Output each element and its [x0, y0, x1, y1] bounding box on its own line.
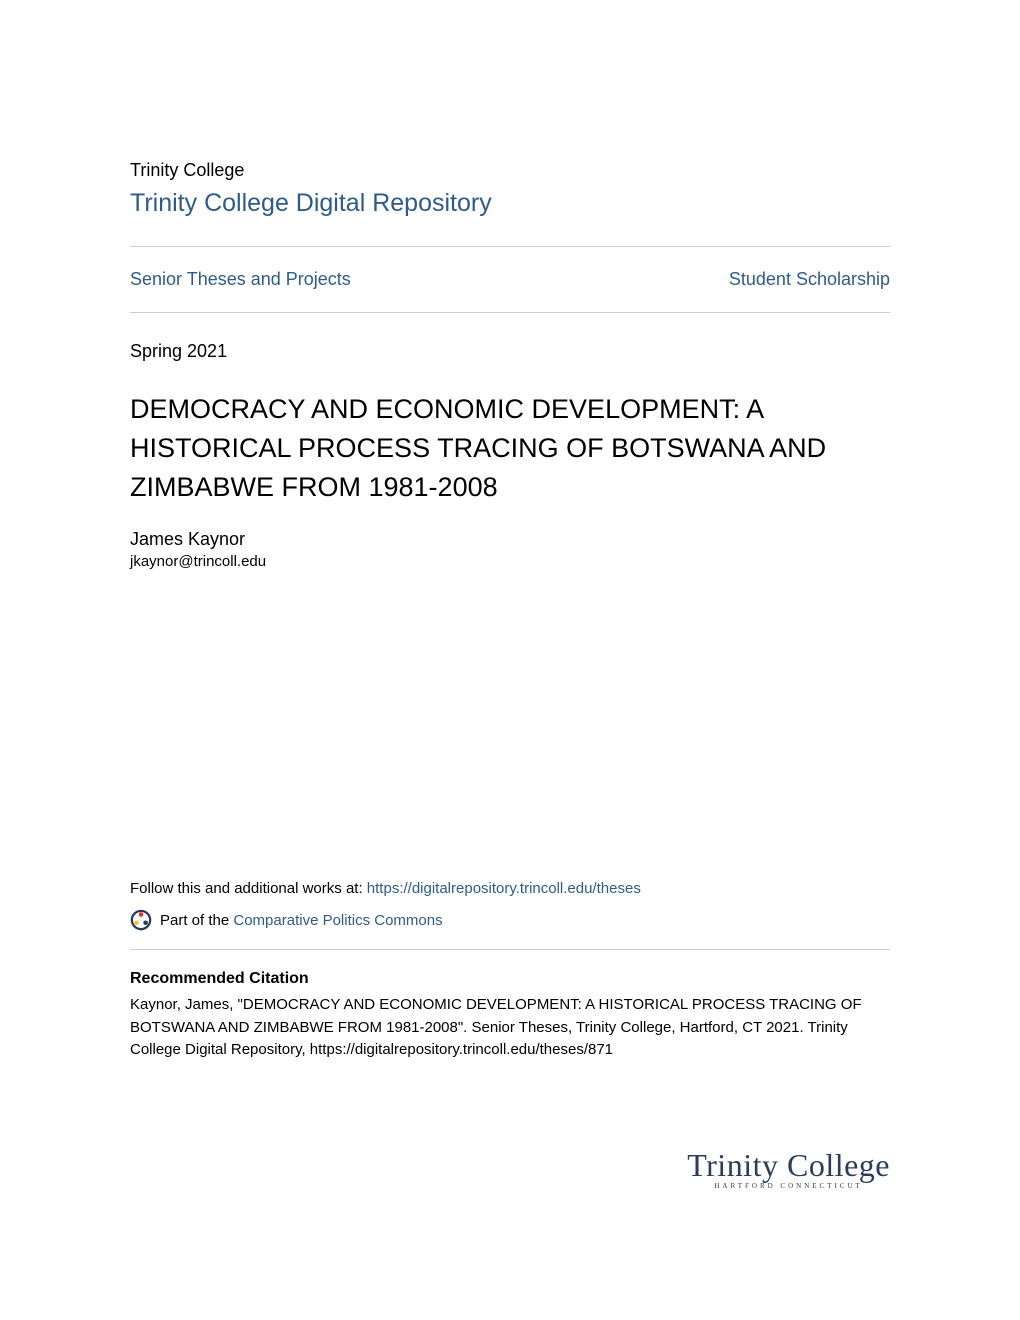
part-of-row: Part of the Comparative Politics Commons [130, 909, 890, 931]
nav-link-theses[interactable]: Senior Theses and Projects [130, 269, 351, 290]
author-name: James Kaynor [130, 529, 890, 550]
follow-section: Follow this and additional works at: htt… [130, 880, 890, 897]
logo-text: Trinity College [687, 1147, 890, 1184]
network-icon[interactable] [130, 909, 152, 931]
institution-name: Trinity College [130, 160, 890, 181]
citation-heading: Recommended Citation [130, 970, 890, 988]
author-email: jkaynor@trincoll.edu [130, 553, 890, 570]
part-of-prefix: Part of the [160, 912, 233, 929]
part-of-link[interactable]: Comparative Politics Commons [233, 912, 442, 929]
divider-nav [130, 312, 890, 313]
divider-citation [130, 949, 890, 950]
citation-text: Kaynor, James, "DEMOCRACY AND ECONOMIC D… [130, 994, 890, 1062]
date-label: Spring 2021 [130, 341, 890, 362]
institution-logo[interactable]: Trinity College HARTFORD CONNECTICUT [687, 1147, 890, 1190]
nav-link-scholarship[interactable]: Student Scholarship [729, 269, 890, 290]
repository-title[interactable]: Trinity College Digital Repository [130, 189, 890, 218]
part-of-text: Part of the Comparative Politics Commons [160, 912, 443, 929]
paper-title: DEMOCRACY AND ECONOMIC DEVELOPMENT: A HI… [130, 390, 890, 507]
nav-row: Senior Theses and Projects Student Schol… [130, 247, 890, 312]
follow-prefix: Follow this and additional works at: [130, 880, 367, 897]
follow-url-link[interactable]: https://digitalrepository.trincoll.edu/t… [367, 880, 641, 897]
logo-subtext: HARTFORD CONNECTICUT [687, 1182, 890, 1190]
